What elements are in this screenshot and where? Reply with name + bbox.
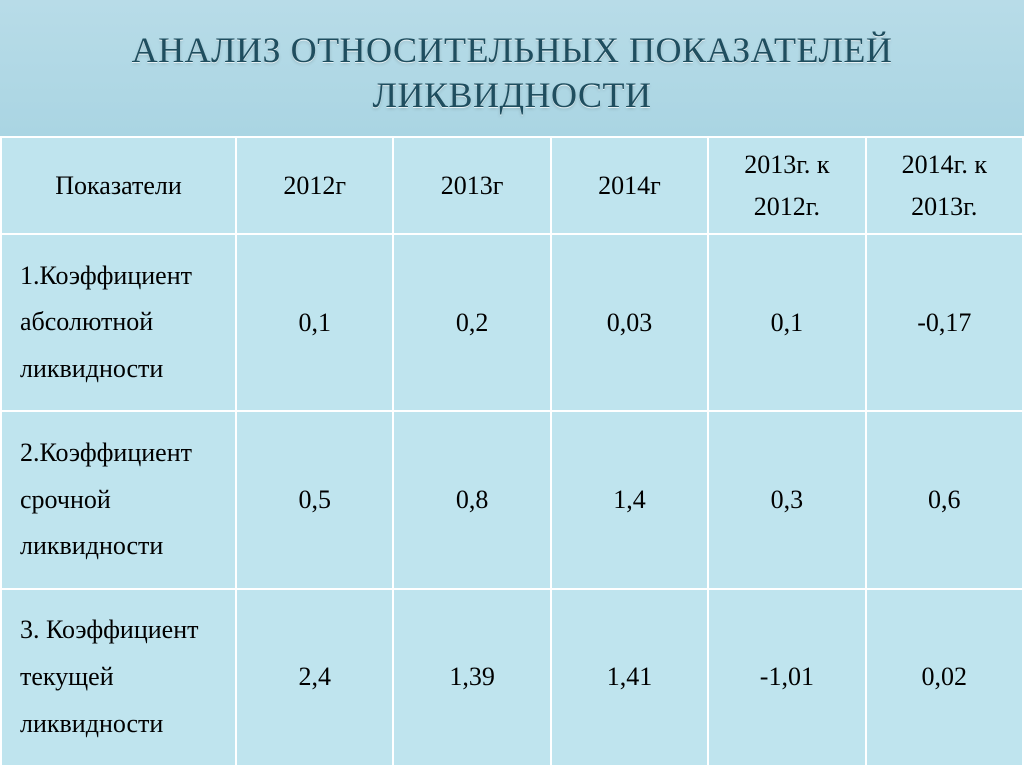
cell: 1,39 (393, 589, 550, 766)
cell: 2,4 (236, 589, 393, 766)
cell: 1,4 (551, 411, 708, 588)
cell: 0,5 (236, 411, 393, 588)
liquidity-table: Показатели 2012г 2013г 2014г 2013г. к 20… (0, 136, 1024, 767)
table-row: 2.Коэффициент срочной ликвидности 0,5 0,… (1, 411, 1023, 588)
page-title: АНАЛИЗ ОТНОСИТЕЛЬНЫХ ПОКАЗАТЕЛЕЙ ЛИКВИДН… (20, 28, 1004, 118)
cell: 0,1 (236, 234, 393, 411)
cell: 0,03 (551, 234, 708, 411)
col-header-2014: 2014г (551, 137, 708, 234)
title-area: АНАЛИЗ ОТНОСИТЕЛЬНЫХ ПОКАЗАТЕЛЕЙ ЛИКВИДН… (0, 0, 1024, 136)
col-header-indicators: Показатели (1, 137, 236, 234)
cell: -1,01 (708, 589, 865, 766)
col-header-2014-to-2013: 2014г. к 2013г. (866, 137, 1023, 234)
cell: 0,2 (393, 234, 550, 411)
table-container: Показатели 2012г 2013г 2014г 2013г. к 20… (0, 136, 1024, 767)
cell: 0,3 (708, 411, 865, 588)
table-header-row: Показатели 2012г 2013г 2014г 2013г. к 20… (1, 137, 1023, 234)
row-label: 1.Коэффициент абсолютной ликвидности (1, 234, 236, 411)
cell: -0,17 (866, 234, 1023, 411)
col-header-2012: 2012г (236, 137, 393, 234)
cell: 0,8 (393, 411, 550, 588)
slide: АНАЛИЗ ОТНОСИТЕЛЬНЫХ ПОКАЗАТЕЛЕЙ ЛИКВИДН… (0, 0, 1024, 767)
cell: 0,1 (708, 234, 865, 411)
cell: 0,6 (866, 411, 1023, 588)
col-header-2013: 2013г (393, 137, 550, 234)
cell: 0,02 (866, 589, 1023, 766)
table-row: 3. Коэффициент текущей ликвидности 2,4 1… (1, 589, 1023, 766)
col-header-2013-to-2012: 2013г. к 2012г. (708, 137, 865, 234)
row-label: 2.Коэффициент срочной ликвидности (1, 411, 236, 588)
table-row: 1.Коэффициент абсолютной ликвидности 0,1… (1, 234, 1023, 411)
row-label: 3. Коэффициент текущей ликвидности (1, 589, 236, 766)
cell: 1,41 (551, 589, 708, 766)
